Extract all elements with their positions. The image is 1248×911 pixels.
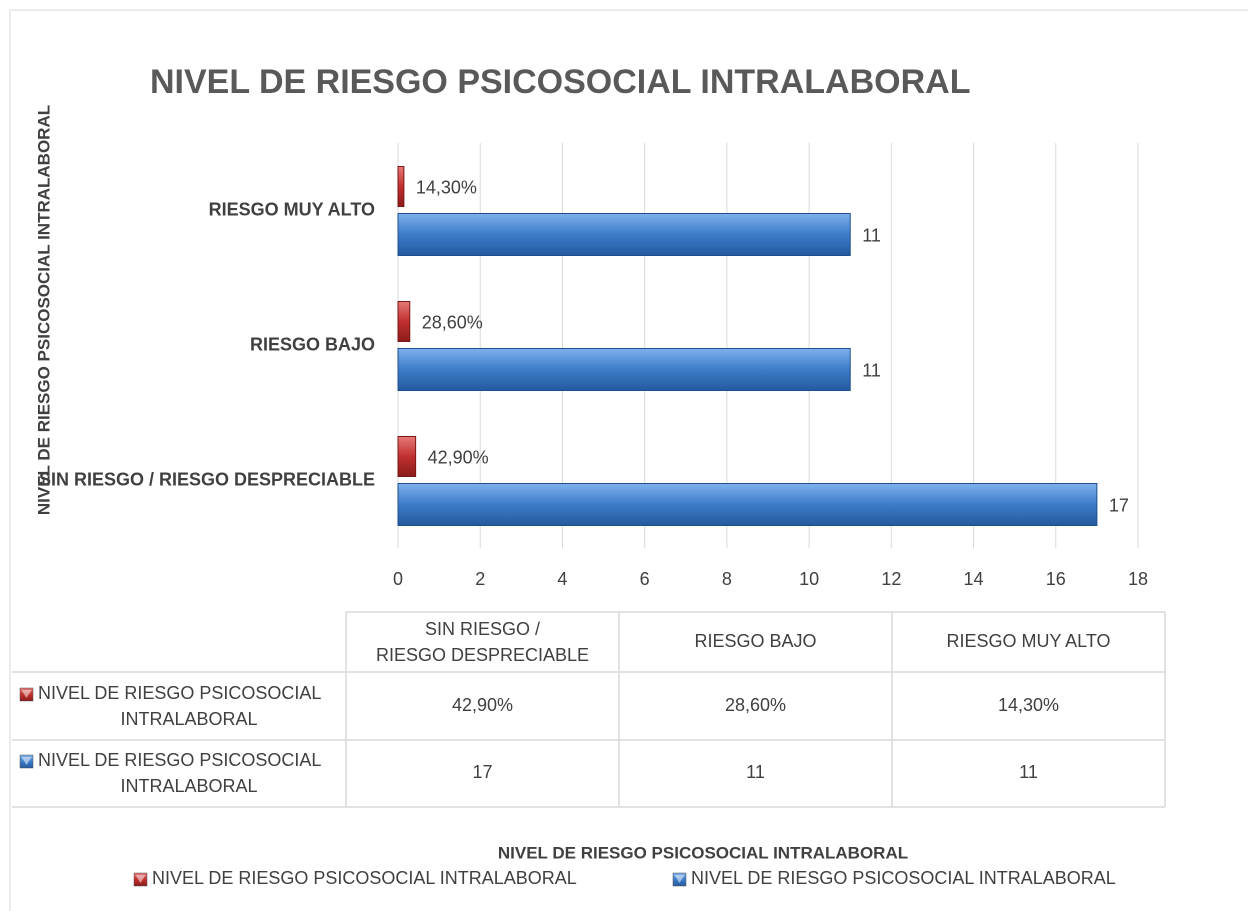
bar [397, 436, 417, 477]
table-header: RIESGO MUY ALTO [946, 631, 1110, 651]
x-tick-label: 16 [1046, 569, 1066, 589]
legend-swatch-mark [135, 875, 146, 883]
x-tick-label: 10 [799, 569, 819, 589]
bar [397, 301, 411, 342]
bar [397, 213, 851, 256]
data-label: 42,90% [428, 447, 489, 467]
x-tick-label: 6 [640, 569, 650, 589]
x-tick-label: 12 [881, 569, 901, 589]
table-header: SIN RIESGO / RIESGO DESPRECIABLE [376, 619, 589, 665]
table-row-label-line: NIVEL DE RIESGO PSICOSOCIAL [38, 750, 321, 770]
data-label: 28,60% [422, 312, 483, 332]
table-row-label-line: INTRALABORAL [120, 776, 257, 796]
table-row-label-line: NIVEL DE RIESGO PSICOSOCIAL [38, 683, 321, 703]
table-row-label: NIVEL DE RIESGO PSICOSOCIAL INTRALABORAL [38, 683, 321, 729]
table-cell: 14,30% [998, 695, 1059, 715]
legend-label: NIVEL DE RIESGO PSICOSOCIAL INTRALABORAL [691, 868, 1116, 888]
x-tick-label: 2 [475, 569, 485, 589]
data-label: 11 [862, 225, 881, 245]
x-tick-label: 0 [393, 569, 403, 589]
table-cell: 11 [746, 762, 765, 782]
table-header: RIESGO BAJO [694, 631, 816, 651]
data-label: 17 [1109, 495, 1129, 515]
table-header-line: RIESGO DESPRECIABLE [376, 645, 589, 665]
table-cell: 11 [1019, 762, 1038, 782]
chart-frame [9, 9, 1248, 911]
table-cell: 28,60% [725, 695, 786, 715]
x-tick-label: 18 [1128, 569, 1148, 589]
table-row-label-line: INTRALABORAL [120, 709, 257, 729]
legend-swatch-mark [21, 690, 32, 698]
y-axis-title: NIVEL DE RIESGO PSICOSOCIAL INTRALABORAL [34, 105, 53, 515]
table-cell: 17 [472, 762, 492, 782]
table-header-line: SIN RIESGO / [425, 619, 540, 639]
data-label: 14,30% [416, 177, 477, 197]
legend-label: NIVEL DE RIESGO PSICOSOCIAL INTRALABORAL [152, 868, 577, 888]
bar [397, 348, 851, 391]
chart-title: NIVEL DE RIESGO PSICOSOCIAL INTRALABORAL [150, 63, 970, 101]
y-tick-label: SIN RIESGO / RIESGO DESPRECIABLE [39, 469, 375, 489]
legend-swatch-mark [21, 757, 32, 765]
y-tick-label: RIESGO BAJO [250, 334, 375, 354]
data-table [12, 611, 1166, 808]
x-tick-label: 8 [722, 569, 732, 589]
table-cell: 42,90% [452, 695, 513, 715]
x-axis-title: NIVEL DE RIESGO PSICOSOCIAL INTRALABORAL [498, 843, 908, 862]
bar [397, 166, 405, 207]
x-tick-label: 4 [557, 569, 567, 589]
table-row-label: NIVEL DE RIESGO PSICOSOCIAL INTRALABORAL [38, 750, 321, 796]
x-tick-label: 14 [964, 569, 984, 589]
data-label: 11 [862, 360, 881, 380]
y-tick-label: RIESGO MUY ALTO [209, 199, 375, 219]
legend-swatch-mark [674, 875, 685, 883]
bar [397, 483, 1098, 526]
